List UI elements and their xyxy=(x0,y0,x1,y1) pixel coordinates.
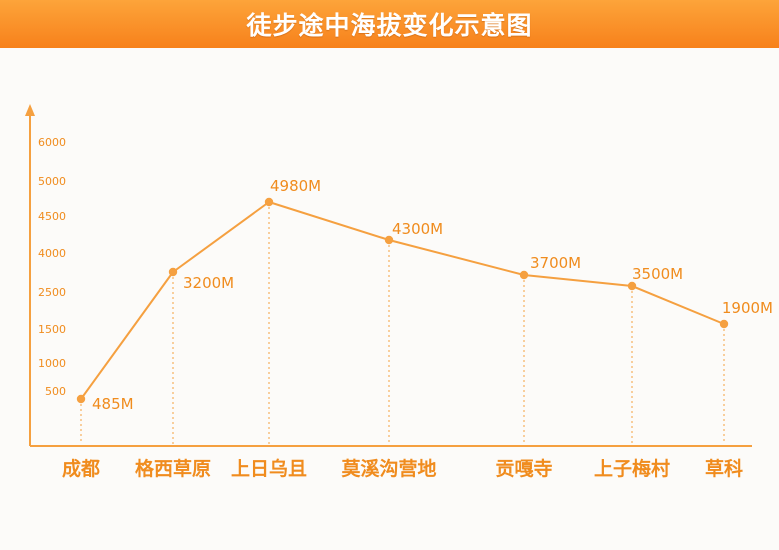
data-point xyxy=(76,394,86,404)
y-tick-label: 5000 xyxy=(38,175,66,188)
data-label: 3200M xyxy=(183,274,234,292)
data-point xyxy=(168,267,178,277)
data-point xyxy=(719,319,729,329)
guide-lines xyxy=(80,202,725,444)
data-labels: 485M 3200M 4980M 4300M 3700M 3500M 1900M xyxy=(92,177,773,413)
y-tick-label: 4000 xyxy=(38,247,66,260)
data-label: 485M xyxy=(92,395,134,413)
y-tick-label: 500 xyxy=(45,385,66,398)
y-tick-label: 1500 xyxy=(38,323,66,336)
x-category-label: 上子梅村 xyxy=(594,457,670,480)
data-point xyxy=(519,270,529,280)
data-label: 4300M xyxy=(392,220,443,238)
x-category-label: 格西草原 xyxy=(135,457,211,480)
x-category-label: 贡嘎寺 xyxy=(495,458,552,480)
y-tick-labels: 6000 5000 4500 4000 2500 1500 1000 500 xyxy=(38,136,66,398)
y-axis-arrow xyxy=(25,104,35,116)
x-category-label: 成都 xyxy=(62,457,100,480)
chart-title: 徒步途中海拔变化示意图 xyxy=(246,11,533,40)
category-labels: 成都 格西草原 上日乌且 莫溪沟营地 贡嘎寺 上子梅村 草科 xyxy=(62,457,743,480)
y-tick-label: 6000 xyxy=(38,136,66,149)
data-point xyxy=(384,235,394,245)
data-label: 4980M xyxy=(270,177,321,195)
data-label: 1900M xyxy=(722,299,773,317)
y-tick-label: 1000 xyxy=(38,357,66,370)
data-points xyxy=(76,197,729,404)
x-category-label: 莫溪沟营地 xyxy=(341,457,436,480)
data-point xyxy=(627,281,637,291)
y-tick-label: 2500 xyxy=(38,286,66,299)
data-point xyxy=(264,197,274,207)
y-tick-label: 4500 xyxy=(38,210,66,223)
data-label: 3500M xyxy=(632,265,683,283)
chart-axes xyxy=(25,104,752,447)
x-category-label: 上日乌且 xyxy=(231,457,307,480)
data-label: 3700M xyxy=(530,254,581,272)
title-banner: 徒步途中海拔变化示意图 xyxy=(0,0,779,48)
x-category-label: 草科 xyxy=(705,457,743,480)
